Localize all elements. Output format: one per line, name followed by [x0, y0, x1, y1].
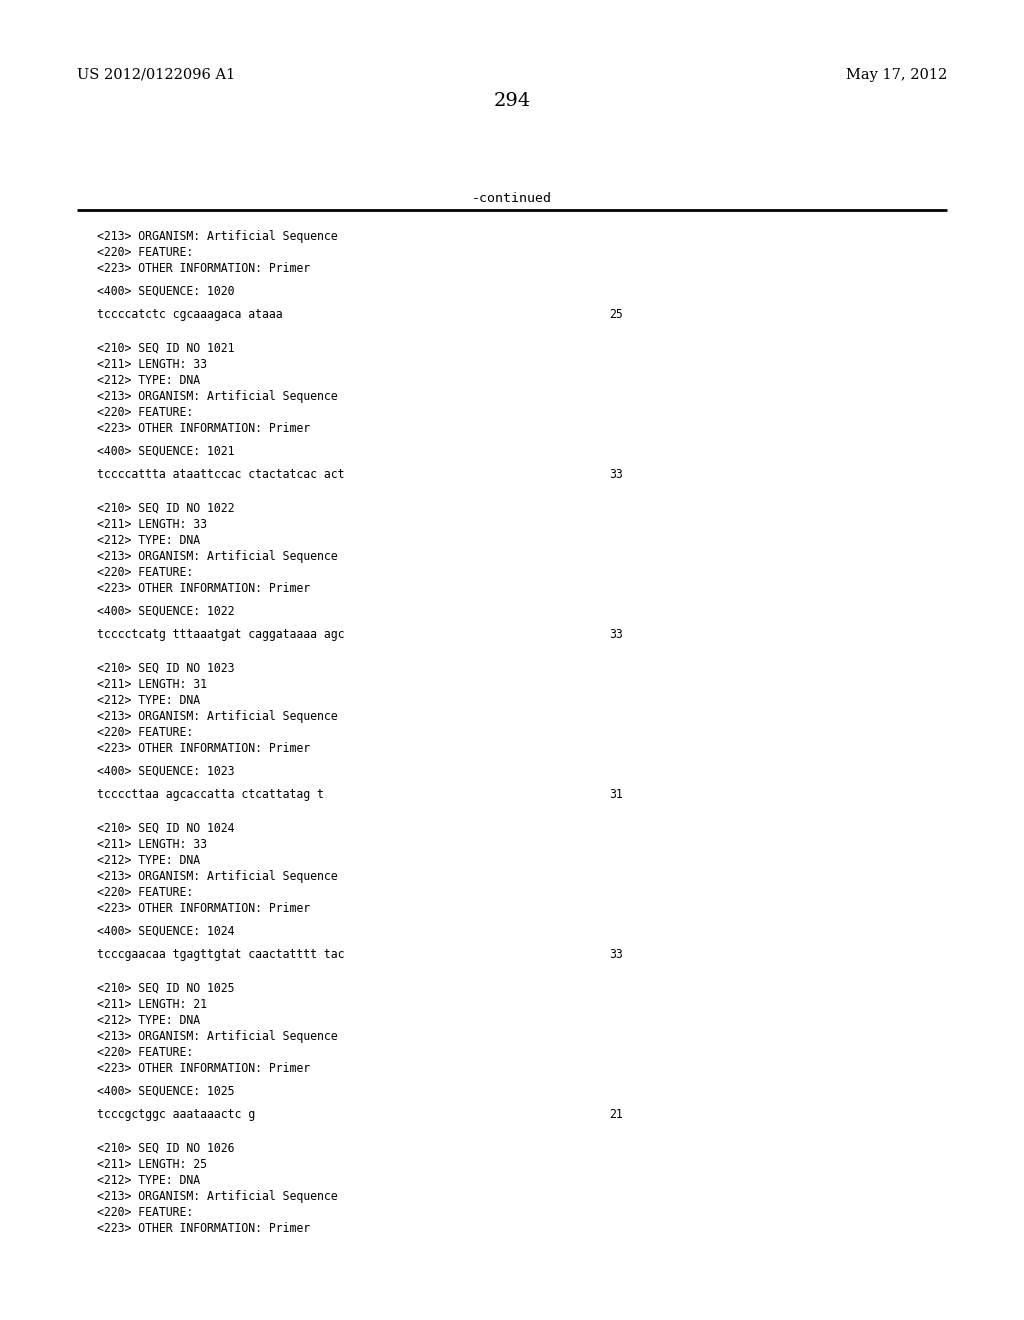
Text: tccccatctc cgcaaagaca ataaa: tccccatctc cgcaaagaca ataaa	[97, 308, 283, 321]
Text: <400> SEQUENCE: 1024: <400> SEQUENCE: 1024	[97, 925, 234, 939]
Text: <400> SEQUENCE: 1025: <400> SEQUENCE: 1025	[97, 1085, 234, 1098]
Text: <220> FEATURE:: <220> FEATURE:	[97, 1206, 194, 1218]
Text: <220> FEATURE:: <220> FEATURE:	[97, 246, 194, 259]
Text: tccccattta ataattccac ctactatcac act: tccccattta ataattccac ctactatcac act	[97, 469, 345, 480]
Text: <213> ORGANISM: Artificial Sequence: <213> ORGANISM: Artificial Sequence	[97, 389, 338, 403]
Text: <212> TYPE: DNA: <212> TYPE: DNA	[97, 854, 201, 867]
Text: 33: 33	[609, 948, 623, 961]
Text: <223> OTHER INFORMATION: Primer: <223> OTHER INFORMATION: Primer	[97, 902, 310, 915]
Text: <210> SEQ ID NO 1023: <210> SEQ ID NO 1023	[97, 663, 234, 675]
Text: <211> LENGTH: 21: <211> LENGTH: 21	[97, 998, 207, 1011]
Text: <213> ORGANISM: Artificial Sequence: <213> ORGANISM: Artificial Sequence	[97, 550, 338, 564]
Text: <220> FEATURE:: <220> FEATURE:	[97, 726, 194, 739]
Text: <213> ORGANISM: Artificial Sequence: <213> ORGANISM: Artificial Sequence	[97, 230, 338, 243]
Text: 31: 31	[609, 788, 623, 801]
Text: tcccgctggc aaataaactc g: tcccgctggc aaataaactc g	[97, 1107, 255, 1121]
Text: <400> SEQUENCE: 1020: <400> SEQUENCE: 1020	[97, 285, 234, 298]
Text: 25: 25	[609, 308, 623, 321]
Text: <213> ORGANISM: Artificial Sequence: <213> ORGANISM: Artificial Sequence	[97, 1191, 338, 1203]
Text: -continued: -continued	[472, 191, 552, 205]
Text: 21: 21	[609, 1107, 623, 1121]
Text: <223> OTHER INFORMATION: Primer: <223> OTHER INFORMATION: Primer	[97, 1063, 310, 1074]
Text: <211> LENGTH: 31: <211> LENGTH: 31	[97, 678, 207, 690]
Text: <213> ORGANISM: Artificial Sequence: <213> ORGANISM: Artificial Sequence	[97, 870, 338, 883]
Text: <223> OTHER INFORMATION: Primer: <223> OTHER INFORMATION: Primer	[97, 1222, 310, 1236]
Text: <210> SEQ ID NO 1024: <210> SEQ ID NO 1024	[97, 822, 234, 836]
Text: <400> SEQUENCE: 1023: <400> SEQUENCE: 1023	[97, 766, 234, 777]
Text: 33: 33	[609, 628, 623, 642]
Text: 33: 33	[609, 469, 623, 480]
Text: <211> LENGTH: 33: <211> LENGTH: 33	[97, 358, 207, 371]
Text: <210> SEQ ID NO 1022: <210> SEQ ID NO 1022	[97, 502, 234, 515]
Text: <212> TYPE: DNA: <212> TYPE: DNA	[97, 374, 201, 387]
Text: tcccctcatg tttaaatgat caggataaaa agc: tcccctcatg tttaaatgat caggataaaa agc	[97, 628, 345, 642]
Text: <223> OTHER INFORMATION: Primer: <223> OTHER INFORMATION: Primer	[97, 742, 310, 755]
Text: <223> OTHER INFORMATION: Primer: <223> OTHER INFORMATION: Primer	[97, 261, 310, 275]
Text: <213> ORGANISM: Artificial Sequence: <213> ORGANISM: Artificial Sequence	[97, 1030, 338, 1043]
Text: <400> SEQUENCE: 1022: <400> SEQUENCE: 1022	[97, 605, 234, 618]
Text: <210> SEQ ID NO 1025: <210> SEQ ID NO 1025	[97, 982, 234, 995]
Text: <212> TYPE: DNA: <212> TYPE: DNA	[97, 535, 201, 546]
Text: <210> SEQ ID NO 1021: <210> SEQ ID NO 1021	[97, 342, 234, 355]
Text: <220> FEATURE:: <220> FEATURE:	[97, 407, 194, 418]
Text: <211> LENGTH: 25: <211> LENGTH: 25	[97, 1158, 207, 1171]
Text: May 17, 2012: May 17, 2012	[846, 69, 947, 82]
Text: <223> OTHER INFORMATION: Primer: <223> OTHER INFORMATION: Primer	[97, 582, 310, 595]
Text: tccccttaa agcaccatta ctcattatag t: tccccttaa agcaccatta ctcattatag t	[97, 788, 325, 801]
Text: <211> LENGTH: 33: <211> LENGTH: 33	[97, 838, 207, 851]
Text: US 2012/0122096 A1: US 2012/0122096 A1	[77, 69, 236, 82]
Text: <220> FEATURE:: <220> FEATURE:	[97, 566, 194, 579]
Text: tcccgaacaa tgagttgtat caactatttt tac: tcccgaacaa tgagttgtat caactatttt tac	[97, 948, 345, 961]
Text: <220> FEATURE:: <220> FEATURE:	[97, 1045, 194, 1059]
Text: <212> TYPE: DNA: <212> TYPE: DNA	[97, 1014, 201, 1027]
Text: <220> FEATURE:: <220> FEATURE:	[97, 886, 194, 899]
Text: <210> SEQ ID NO 1026: <210> SEQ ID NO 1026	[97, 1142, 234, 1155]
Text: <212> TYPE: DNA: <212> TYPE: DNA	[97, 1173, 201, 1187]
Text: <223> OTHER INFORMATION: Primer: <223> OTHER INFORMATION: Primer	[97, 422, 310, 436]
Text: <212> TYPE: DNA: <212> TYPE: DNA	[97, 694, 201, 708]
Text: <213> ORGANISM: Artificial Sequence: <213> ORGANISM: Artificial Sequence	[97, 710, 338, 723]
Text: 294: 294	[494, 92, 530, 110]
Text: <400> SEQUENCE: 1021: <400> SEQUENCE: 1021	[97, 445, 234, 458]
Text: <211> LENGTH: 33: <211> LENGTH: 33	[97, 517, 207, 531]
